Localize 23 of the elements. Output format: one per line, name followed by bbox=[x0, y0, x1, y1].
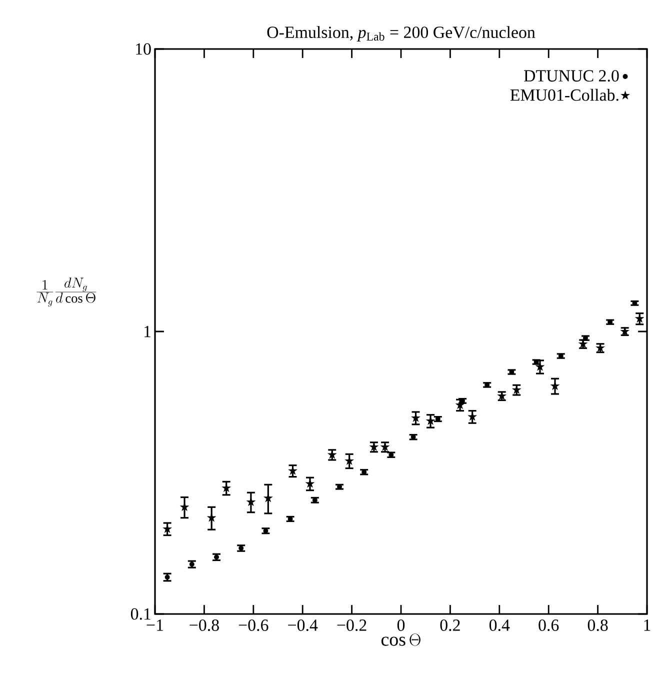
point bbox=[214, 554, 219, 560]
y-tick-label: 10 bbox=[136, 43, 151, 55]
x-tick-label: 0.2 bbox=[440, 620, 460, 632]
x-tick-label: −0.6 bbox=[238, 620, 268, 632]
legend-label: DTUNUC 2.0 bbox=[524, 70, 619, 82]
x-tick-label: −0.4 bbox=[288, 620, 318, 632]
point bbox=[189, 562, 194, 567]
chart-title: O-Emulsion, p$_{Lab}$ = 200 GeV/c/nucleon bbox=[267, 26, 536, 42]
y-tick-label: 1 bbox=[144, 326, 150, 338]
x-tick-label: 1 bbox=[644, 620, 650, 631]
legend-label: EMU01-Collab. bbox=[510, 88, 618, 101]
y-tick-label: 0.1 bbox=[130, 608, 150, 620]
x-tick-label: −0.8 bbox=[190, 620, 219, 632]
x-tick-label: −1 bbox=[146, 620, 163, 631]
x-tick-label: 0.6 bbox=[538, 620, 559, 632]
x-tick-label: 0 bbox=[397, 620, 405, 631]
point bbox=[164, 574, 170, 580]
x-tick-label: 0.4 bbox=[489, 620, 510, 632]
y-axis-title: $\frac{1}{N_g}\frac{dN_g}{d\cos\Theta}$ bbox=[36, 278, 96, 306]
x-tick-label: −0.2 bbox=[337, 620, 366, 632]
point bbox=[238, 546, 244, 551]
x-tick-label: 0.8 bbox=[588, 620, 608, 632]
x-axis-title: $\cos\Theta$ bbox=[381, 634, 420, 646]
